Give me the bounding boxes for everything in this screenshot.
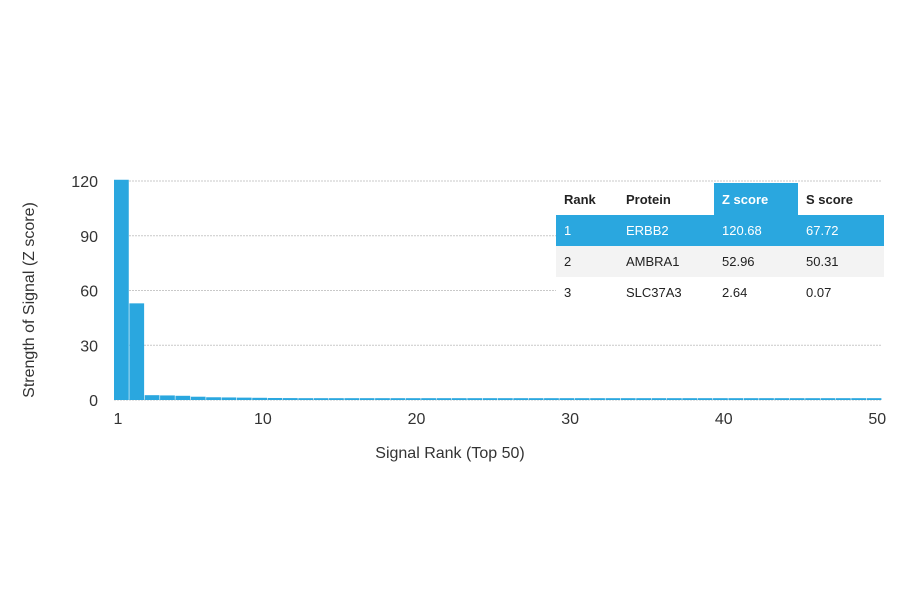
bar bbox=[190, 396, 206, 400]
x-tick-label: 1 bbox=[114, 411, 123, 428]
cell-protein: AMBRA1 bbox=[618, 246, 714, 277]
x-tick-label: 40 bbox=[715, 411, 733, 428]
bar bbox=[467, 398, 483, 400]
y-tick-label: 0 bbox=[89, 393, 98, 410]
bar bbox=[851, 398, 867, 400]
cell-z-score: 52.96 bbox=[714, 246, 798, 277]
cell-protein: SLC37A3 bbox=[626, 285, 682, 300]
bar bbox=[160, 395, 175, 400]
bar bbox=[451, 398, 467, 400]
bar bbox=[498, 398, 513, 400]
bar bbox=[636, 398, 651, 400]
bar bbox=[574, 398, 590, 400]
cell-s-score: 0.07 bbox=[806, 285, 832, 300]
cell-rank: 3 bbox=[564, 285, 572, 300]
bar bbox=[436, 398, 452, 400]
bar bbox=[282, 398, 298, 400]
bar bbox=[206, 397, 221, 400]
y-axis-title: Strength of Signal (Z score) bbox=[21, 202, 38, 398]
bar bbox=[144, 395, 160, 400]
bar bbox=[405, 398, 421, 400]
bar bbox=[329, 398, 344, 400]
header-s-score: S score bbox=[806, 191, 853, 207]
bar bbox=[114, 179, 129, 400]
bar bbox=[129, 303, 145, 400]
bar bbox=[390, 398, 406, 400]
y-tick-label: 30 bbox=[80, 338, 98, 355]
bar bbox=[544, 398, 559, 400]
bar bbox=[820, 398, 836, 400]
x-axis-title: Signal Rank (Top 50) bbox=[375, 445, 524, 462]
cell-s-score: 50.31 bbox=[798, 246, 884, 277]
bar bbox=[375, 398, 390, 400]
bar bbox=[559, 398, 575, 400]
bar bbox=[651, 398, 667, 400]
bar bbox=[590, 398, 605, 400]
bar bbox=[697, 398, 713, 400]
bar bbox=[774, 398, 790, 400]
bar bbox=[759, 398, 774, 400]
bar bbox=[313, 398, 329, 400]
cell-rank: 2 bbox=[556, 246, 618, 277]
bar bbox=[482, 398, 498, 400]
header-rank: Rank bbox=[564, 191, 596, 207]
x-tick-label: 30 bbox=[561, 411, 579, 428]
bar bbox=[805, 398, 820, 400]
bar bbox=[713, 398, 728, 400]
bar bbox=[236, 397, 252, 400]
cell-rank: 1 bbox=[556, 215, 618, 246]
bar bbox=[682, 398, 698, 400]
cell-z-score: 120.68 bbox=[714, 215, 798, 246]
y-tick-label: 120 bbox=[71, 174, 98, 191]
x-tick-label: 20 bbox=[408, 411, 426, 428]
x-tick-label: 50 bbox=[868, 411, 886, 428]
y-tick-labels: 0 30 60 90 120 bbox=[71, 174, 98, 410]
table-row: 1 ERBB2 120.68 67.72 bbox=[556, 215, 884, 246]
table-row: 3 SLC37A3 2.64 0.07 bbox=[556, 277, 884, 308]
bar bbox=[267, 397, 283, 400]
bar bbox=[344, 398, 360, 400]
y-tick-label: 60 bbox=[80, 284, 98, 301]
score-table: Rank Protein Z score S score 1 ERBB2 120… bbox=[556, 183, 884, 308]
bar bbox=[252, 397, 267, 400]
bar bbox=[743, 398, 759, 400]
bar bbox=[513, 398, 529, 400]
cell-protein: ERBB2 bbox=[618, 215, 714, 246]
x-tick-label: 10 bbox=[254, 411, 272, 428]
table-row: 2 AMBRA1 52.96 50.31 bbox=[556, 246, 884, 277]
cell-z-score: 2.64 bbox=[722, 285, 748, 300]
bar bbox=[298, 398, 314, 400]
header-z-score: Z score bbox=[714, 183, 798, 215]
bar bbox=[605, 398, 621, 400]
bar bbox=[666, 398, 682, 400]
x-tick-labels: 1 10 20 30 40 50 bbox=[114, 411, 887, 428]
table-header-row: Rank Protein Z score S score bbox=[556, 183, 884, 215]
bars bbox=[114, 179, 882, 400]
bar bbox=[421, 398, 436, 400]
bar bbox=[728, 398, 744, 400]
bar bbox=[175, 395, 191, 400]
bar bbox=[835, 398, 851, 400]
bar bbox=[221, 397, 237, 400]
bar bbox=[359, 398, 375, 400]
bar bbox=[620, 398, 636, 400]
cell-s-score: 67.72 bbox=[798, 215, 884, 246]
header-protein: Protein bbox=[626, 191, 671, 207]
bar bbox=[528, 398, 544, 400]
y-tick-label: 90 bbox=[80, 229, 98, 246]
bar bbox=[789, 398, 805, 400]
bar bbox=[866, 398, 882, 400]
